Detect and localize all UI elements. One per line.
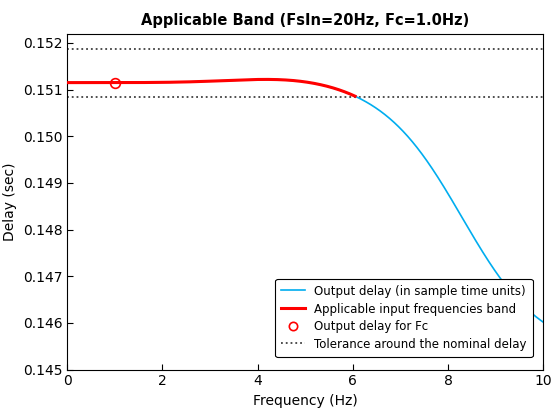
Legend: Output delay (in sample time units), Applicable input frequencies band, Output d: Output delay (in sample time units), App…	[275, 279, 533, 357]
X-axis label: Frequency (Hz): Frequency (Hz)	[253, 394, 358, 408]
Y-axis label: Delay (sec): Delay (sec)	[3, 163, 17, 241]
Title: Applicable Band (FsIn=20Hz, Fc=1.0Hz): Applicable Band (FsIn=20Hz, Fc=1.0Hz)	[141, 13, 469, 28]
